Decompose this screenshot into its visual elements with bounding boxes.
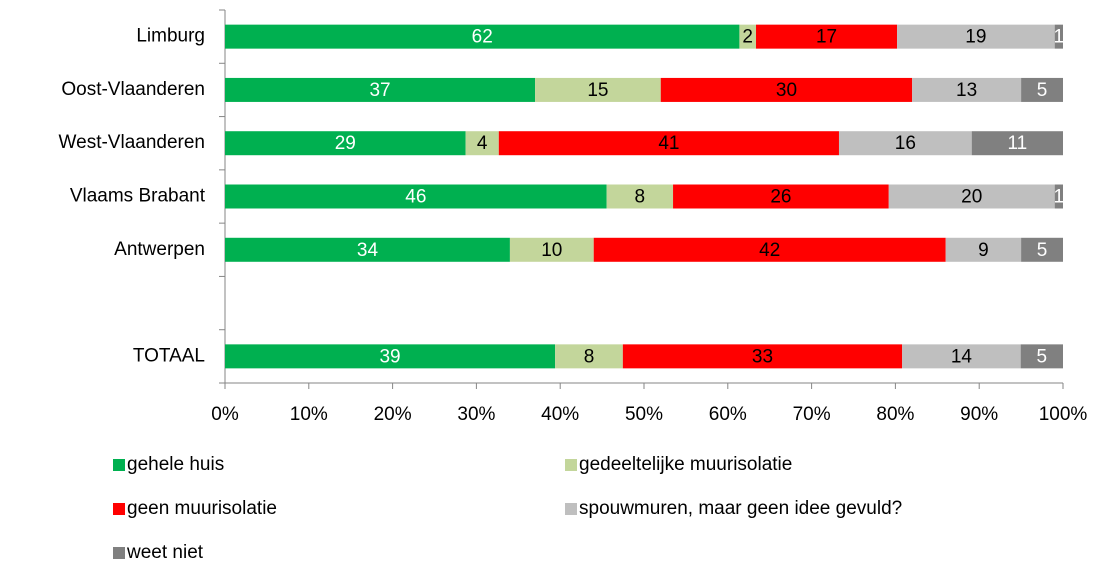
data-label: 5 (1037, 346, 1048, 367)
bar-segment (593, 237, 946, 262)
bar-segment (225, 344, 556, 369)
legend-label: geen muurisolatie (127, 498, 277, 519)
x-tick-label: 20% (374, 404, 412, 425)
data-label: 14 (951, 346, 973, 367)
bar-segment (673, 184, 889, 209)
bar-segment (606, 184, 674, 209)
bar-segment (945, 237, 1022, 262)
x-tick-label: 60% (709, 404, 747, 425)
legend-swatch (113, 503, 125, 515)
bar-segment (225, 131, 466, 156)
y-tick-label: Oost-Vlaanderen (61, 79, 205, 100)
y-tick-label: Vlaams Brabant (70, 186, 206, 207)
legend-label: gehele huis (127, 454, 224, 475)
data-label: 41 (658, 133, 679, 154)
data-label: 33 (752, 346, 773, 367)
bar-segment (555, 344, 623, 369)
legend-swatch (565, 503, 577, 515)
bar-segment (465, 131, 499, 156)
data-label: 39 (379, 346, 400, 367)
bar-segment (902, 344, 1021, 369)
y-tick-label: West-Vlaanderen (59, 132, 205, 153)
data-label: 5 (1037, 80, 1048, 101)
bar-segment (622, 344, 903, 369)
data-label: 17 (816, 27, 837, 48)
bar-segment (498, 131, 839, 156)
bar-segment (225, 237, 510, 262)
x-tick-label: 90% (960, 404, 998, 425)
data-label: 10 (541, 240, 562, 261)
data-label: 30 (776, 80, 797, 101)
bar-segment (971, 131, 1063, 156)
data-label: 37 (369, 80, 390, 101)
bar-segment (912, 77, 1022, 102)
data-label: 20 (961, 187, 982, 208)
bar-segment (1021, 77, 1063, 102)
data-label: 15 (587, 80, 608, 101)
data-label: 8 (635, 187, 646, 208)
x-tick-label: 40% (541, 404, 579, 425)
bar-segment (535, 77, 661, 102)
data-label: 8 (584, 346, 595, 367)
data-label: 1 (1054, 27, 1065, 48)
legend-label: spouwmuren, maar geen idee gevuld? (579, 498, 902, 519)
legend-swatch (113, 459, 125, 471)
x-tick-label: 100% (1039, 404, 1088, 425)
legend-label: gedeeltelijke muurisolatie (579, 454, 792, 475)
y-tick-label: Limburg (136, 26, 205, 47)
data-label: 42 (759, 240, 780, 261)
y-tick-label: TOTAAL (133, 345, 205, 366)
bar-segment (1054, 24, 1063, 49)
data-label: 62 (472, 27, 493, 48)
data-label: 16 (895, 133, 916, 154)
bar-segment (897, 24, 1055, 49)
bar-segment (660, 77, 913, 102)
bar-segment (756, 24, 898, 49)
bar-segment (838, 131, 972, 156)
data-label: 19 (965, 27, 986, 48)
bar-segment (225, 24, 740, 49)
data-label: 5 (1037, 240, 1048, 261)
x-tick-label: 10% (290, 404, 328, 425)
data-label: 9 (978, 240, 989, 261)
x-tick-label: 30% (457, 404, 495, 425)
x-tick-label: 0% (211, 404, 239, 425)
x-tick-label: 50% (625, 404, 663, 425)
data-label: 11 (1007, 133, 1027, 154)
legend-swatch (113, 547, 125, 559)
bar-segment (225, 77, 536, 102)
legend-label: weet niet (126, 542, 204, 563)
bar-segment (225, 184, 607, 209)
data-label: 1 (1054, 187, 1065, 208)
y-tick-label: Antwerpen (114, 239, 205, 260)
bar-segment (1021, 237, 1063, 262)
x-tick-label: 80% (876, 404, 914, 425)
bar-segment (1054, 184, 1063, 209)
bar-segment (739, 24, 757, 49)
legend-swatch (565, 459, 577, 471)
data-label: 29 (335, 133, 356, 154)
x-tick-label: 70% (793, 404, 831, 425)
data-label: 26 (770, 187, 791, 208)
bar-segment (509, 237, 594, 262)
bar-segment (888, 184, 1055, 209)
data-label: 46 (405, 187, 426, 208)
data-label: 4 (477, 133, 488, 154)
data-label: 2 (742, 27, 753, 48)
data-label: 34 (357, 240, 379, 261)
bar-segment (1020, 344, 1063, 369)
data-label: 13 (956, 80, 977, 101)
